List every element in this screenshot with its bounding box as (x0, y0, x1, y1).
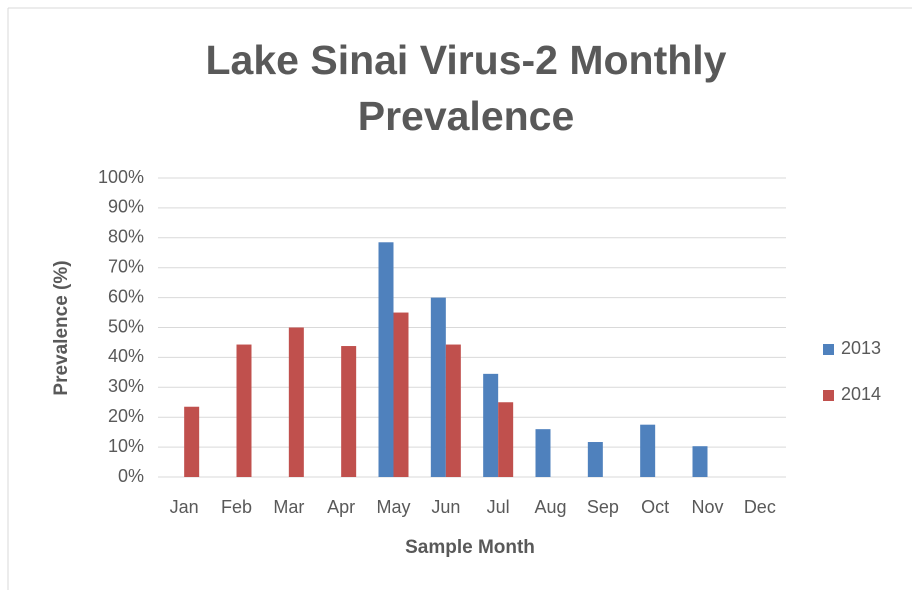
bar (692, 446, 708, 477)
x-tick-label: Jan (170, 497, 199, 517)
x-tick-label: Aug (534, 497, 566, 517)
bar (498, 402, 514, 477)
y-tick-label: 40% (108, 346, 144, 366)
bar (288, 327, 304, 477)
legend-label: 2014 (841, 384, 881, 404)
bar (445, 344, 461, 477)
y-tick-label: 80% (108, 227, 144, 247)
y-tick-label: 0% (118, 466, 144, 486)
bar (184, 406, 200, 477)
x-tick-label: Mar (273, 497, 304, 517)
y-tick-label: 20% (108, 406, 144, 426)
x-tick-label: Nov (691, 497, 723, 517)
bar (236, 344, 252, 477)
x-tick-label: Feb (221, 497, 252, 517)
bar (378, 242, 394, 477)
x-tick-label: Jun (431, 497, 460, 517)
legend-swatch (823, 344, 834, 355)
x-tick-label: Sep (587, 497, 619, 517)
bar (393, 312, 409, 477)
legend-label: 2013 (841, 338, 881, 358)
y-tick-label: 90% (108, 197, 144, 217)
bar (640, 424, 656, 477)
legend-swatch (823, 390, 834, 401)
bar (535, 429, 551, 477)
x-axis-title: Sample Month (405, 537, 535, 558)
bar (483, 373, 499, 477)
y-tick-label: 100% (98, 167, 144, 187)
bar (430, 297, 446, 477)
y-tick-label: 10% (108, 436, 144, 456)
chart-title: Lake Sinai Virus-2 Monthly Prevalence (205, 37, 727, 139)
y-tick-label: 70% (108, 256, 144, 276)
y-tick-label: 60% (108, 286, 144, 306)
x-tick-label: Jul (487, 497, 510, 517)
y-tick-label: 30% (108, 376, 144, 396)
bar (587, 442, 603, 477)
x-tick-label: Apr (327, 497, 355, 517)
x-tick-label: Oct (641, 497, 669, 517)
y-tick-label: 50% (108, 316, 144, 336)
x-tick-label: May (376, 497, 410, 517)
bar (341, 346, 357, 477)
x-tick-label: Dec (744, 497, 776, 517)
y-axis-title: Prevalence (%) (51, 260, 72, 395)
